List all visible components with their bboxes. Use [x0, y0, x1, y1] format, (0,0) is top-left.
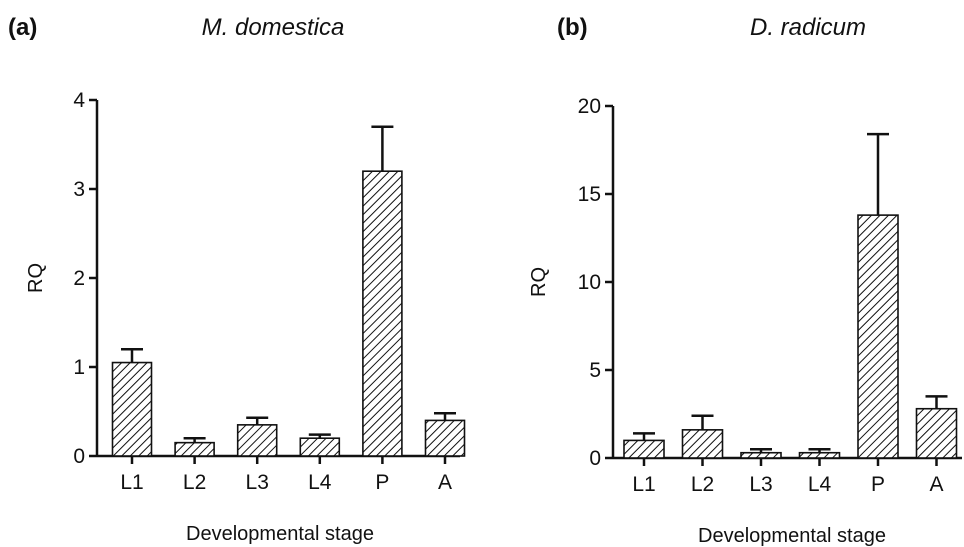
panel-b-x-tick-label-l3: L3	[749, 473, 772, 496]
panel-a-bar-l2	[174, 441, 215, 457]
panel-a-x-tick-label-p: P	[375, 471, 389, 494]
panel-a-bar-l1	[111, 361, 153, 457]
panel-b-y-tick-label: 5	[589, 359, 601, 382]
panel-a-label: (a)	[8, 14, 37, 41]
panel-a-bar-p	[362, 170, 403, 457]
panel-b-y-tick-label: 10	[578, 271, 601, 294]
panel-a-bar-l3	[236, 424, 278, 457]
panel-a-x-tick-label-l3: L3	[246, 471, 269, 494]
panel-a-y-tick-label: 3	[73, 178, 85, 201]
panel-b-plot-area: 0 5 10 15 20 L1 L2 L3 L4 P A	[578, 95, 962, 496]
panel-b-x-axis-title: Developmental stage	[698, 525, 886, 547]
panel-a-title: M. domestica	[202, 14, 345, 41]
panel-b-bar-l2	[681, 429, 724, 459]
panel-b-y-axis-title: RQ	[528, 267, 550, 297]
panel-a-x-tick-label-l1: L1	[120, 471, 143, 494]
panel-a-y-tick-label: 2	[73, 267, 85, 290]
panel-b-x-tick-label-l4: L4	[808, 473, 832, 496]
panel-a-bar-l4	[299, 437, 341, 457]
panel-b: (b) D. radicum RQ Developmental stage 0 5…	[528, 14, 962, 547]
panel-b-label: (b)	[557, 14, 588, 41]
panel-a-y-tick-label: 1	[73, 356, 85, 379]
panel-b-y-tick-label: 15	[578, 183, 601, 206]
panel-b-y-tick-label: 20	[578, 95, 601, 118]
panel-a-plot-area: 0 1 2 3 4 L1 L2 L3 L4 P A	[73, 89, 466, 494]
panel-a: (a) M. domestica RQ Developmental stage …	[8, 14, 466, 545]
panel-a-x-tick-label-l2: L2	[183, 471, 206, 494]
panel-b-bar-l1	[623, 439, 665, 459]
panel-a-x-tick-label-l4: L4	[308, 471, 332, 494]
panel-b-bar-l4	[798, 451, 841, 459]
panel-b-title: D. radicum	[750, 14, 866, 41]
panel-a-bar-a	[424, 419, 466, 457]
panel-b-bar-a	[915, 407, 958, 459]
panel-b-x-tick-label-l1: L1	[632, 473, 655, 496]
panel-a-x-tick-label-a: A	[438, 471, 452, 494]
panel-b-x-tick-label-l2: L2	[691, 473, 714, 496]
panel-a-x-axis-title: Developmental stage	[186, 523, 374, 545]
panel-b-x-tick-label-p: P	[871, 473, 885, 496]
panel-a-y-tick-label: 0	[73, 445, 85, 468]
panel-b-y-tick-label: 0	[589, 447, 601, 470]
panel-a-y-axis-title: RQ	[25, 263, 47, 293]
panel-b-bar-p	[857, 214, 899, 459]
panel-a-y-tick-label: 4	[73, 89, 85, 112]
panel-b-bar-l3	[740, 451, 782, 459]
panel-b-x-tick-label-a: A	[929, 473, 943, 496]
